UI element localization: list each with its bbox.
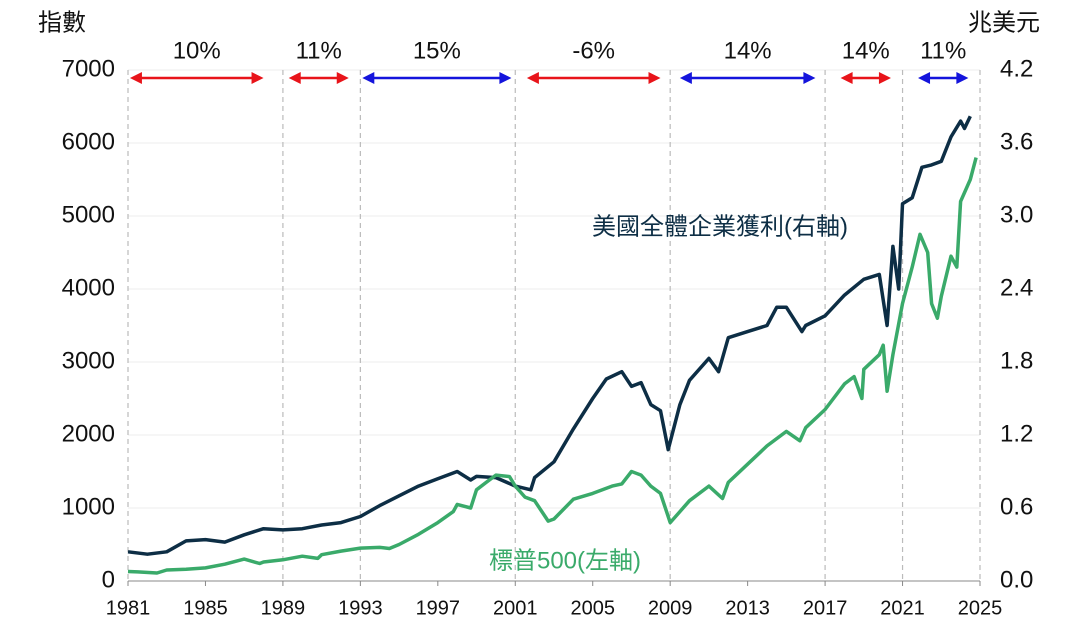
y2-axis-title: 兆美元 — [968, 9, 1040, 36]
arrow-head — [956, 72, 969, 84]
arrow-head — [499, 72, 512, 84]
y2-tick-label: 3.6 — [1000, 128, 1033, 155]
arrow-head — [878, 72, 891, 84]
y-tick-label: 5000 — [62, 201, 115, 228]
y2-tick-label: 2.4 — [1000, 274, 1033, 301]
series-label: 美國全體企業獲利(右軸) — [592, 213, 848, 240]
y-tick-label: 3000 — [62, 347, 115, 374]
y2-tick-label: 0.0 — [1000, 566, 1033, 593]
x-tick-label: 2025 — [958, 597, 1003, 619]
arrow-head — [251, 72, 264, 84]
y-tick-label: 1000 — [62, 493, 115, 520]
arrow-head — [288, 72, 301, 84]
y-tick-label: 4000 — [62, 274, 115, 301]
series-line — [127, 157, 978, 575]
range-label: 14% — [842, 37, 890, 64]
arrow-head — [840, 72, 853, 84]
range-label: 11% — [296, 37, 342, 64]
y2-tick-label: 1.2 — [1000, 420, 1033, 447]
x-tick-label: 1993 — [338, 597, 383, 619]
range-label: 15% — [413, 37, 461, 64]
range-label: 14% — [724, 37, 772, 64]
x-tick-label: 1981 — [106, 597, 151, 619]
range-label: 11% — [920, 37, 966, 64]
series-label: 標普500(左軸) — [489, 547, 641, 574]
arrow-head — [679, 72, 692, 84]
y2-tick-label: 0.6 — [1000, 493, 1033, 520]
range-label: 10% — [173, 37, 221, 64]
x-tick-label: 1997 — [416, 597, 461, 619]
x-tick-label: 1989 — [261, 597, 306, 619]
y-axis-title: 指數 — [38, 9, 86, 36]
arrow-head — [362, 72, 375, 84]
series-line — [127, 115, 972, 556]
arrow-head — [336, 72, 349, 84]
arrow-head — [648, 72, 661, 84]
arrow-head — [129, 72, 142, 84]
y2-tick-label: 1.8 — [1000, 347, 1033, 374]
y2-tick-label: 4.2 — [1000, 55, 1033, 82]
arrow-head — [526, 72, 539, 84]
y-tick-label: 7000 — [62, 55, 115, 82]
x-tick-label: 2005 — [570, 597, 615, 619]
x-tick-label: 2001 — [493, 597, 538, 619]
range-label: -6% — [572, 37, 615, 64]
y-tick-label: 0 — [102, 566, 115, 593]
x-tick-label: 2013 — [725, 597, 770, 619]
x-tick-label: 2009 — [648, 597, 693, 619]
y-tick-label: 2000 — [62, 420, 115, 447]
x-tick-label: 2017 — [803, 597, 848, 619]
x-tick-label: 1985 — [183, 597, 228, 619]
arrow-head — [803, 72, 816, 84]
y-tick-label: 6000 — [62, 128, 115, 155]
arrow-head — [918, 72, 931, 84]
y2-tick-label: 3.0 — [1000, 201, 1033, 228]
x-tick-label: 2021 — [880, 597, 925, 619]
